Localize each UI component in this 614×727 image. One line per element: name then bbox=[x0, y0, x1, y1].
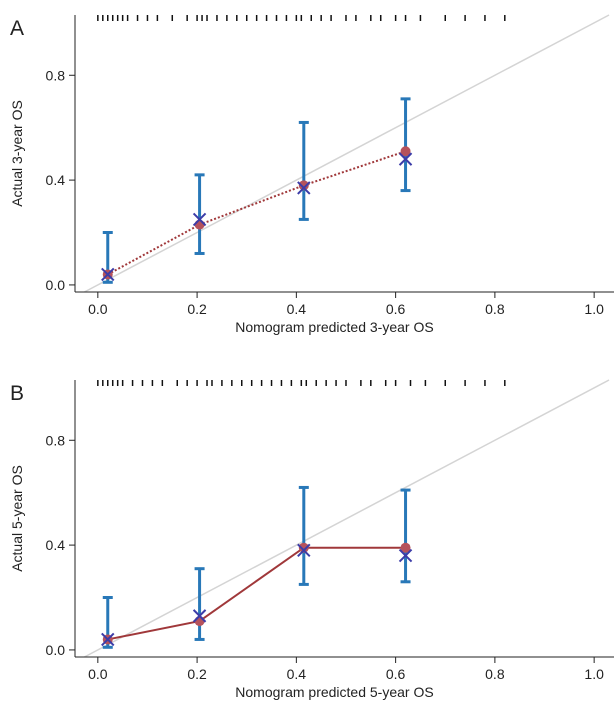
x-tick-label: 0.8 bbox=[485, 301, 505, 317]
observed-point bbox=[298, 542, 309, 553]
corrected-point bbox=[192, 609, 207, 623]
y-tick-label: 0.0 bbox=[46, 642, 66, 658]
observed-point bbox=[400, 542, 411, 553]
reference-line bbox=[84, 14, 610, 293]
corrected-point bbox=[101, 267, 115, 282]
corrected-point bbox=[398, 152, 413, 166]
observed-point bbox=[400, 146, 411, 157]
panel-label: B bbox=[10, 382, 24, 405]
y-tick-label: 0.8 bbox=[46, 432, 66, 448]
observed-line bbox=[107, 150, 406, 276]
observed-line bbox=[107, 546, 406, 641]
x-tick-label: 0.0 bbox=[88, 301, 108, 317]
corrected-point bbox=[297, 181, 311, 195]
reference-line bbox=[84, 379, 610, 658]
y-tick-label: 0.4 bbox=[46, 537, 66, 553]
x-tick-label: 0.4 bbox=[287, 301, 307, 317]
x-tick-label: 0.2 bbox=[187, 301, 207, 317]
corrected-point bbox=[297, 543, 311, 558]
x-tick-label: 1.0 bbox=[584, 301, 604, 317]
x-tick-label: 0.2 bbox=[187, 666, 207, 682]
observed-point bbox=[194, 219, 205, 230]
x-tick-label: 0.4 bbox=[287, 666, 307, 682]
y-axis-label: Actual 5-year OS bbox=[9, 465, 25, 572]
corrected-point bbox=[192, 212, 207, 227]
panel-label: A bbox=[10, 17, 24, 40]
observed-point bbox=[298, 180, 309, 191]
observed-point bbox=[194, 616, 205, 627]
x-tick-label: 0.6 bbox=[386, 666, 406, 682]
x-tick-label: 0.6 bbox=[386, 301, 406, 317]
x-tick-label: 0.8 bbox=[485, 666, 505, 682]
y-tick-label: 0.8 bbox=[46, 67, 66, 83]
corrected-point bbox=[101, 632, 115, 647]
y-tick-label: 0.0 bbox=[46, 277, 66, 293]
x-tick-label: 1.0 bbox=[584, 666, 604, 682]
corrected-point bbox=[398, 548, 413, 563]
y-axis-label: Actual 3-year OS bbox=[9, 100, 25, 207]
x-tick-label: 0.0 bbox=[88, 666, 108, 682]
x-axis-label: Nomogram predicted 3-year OS bbox=[235, 319, 433, 335]
x-axis-label: Nomogram predicted 5-year OS bbox=[235, 684, 433, 700]
y-tick-label: 0.4 bbox=[46, 172, 66, 188]
